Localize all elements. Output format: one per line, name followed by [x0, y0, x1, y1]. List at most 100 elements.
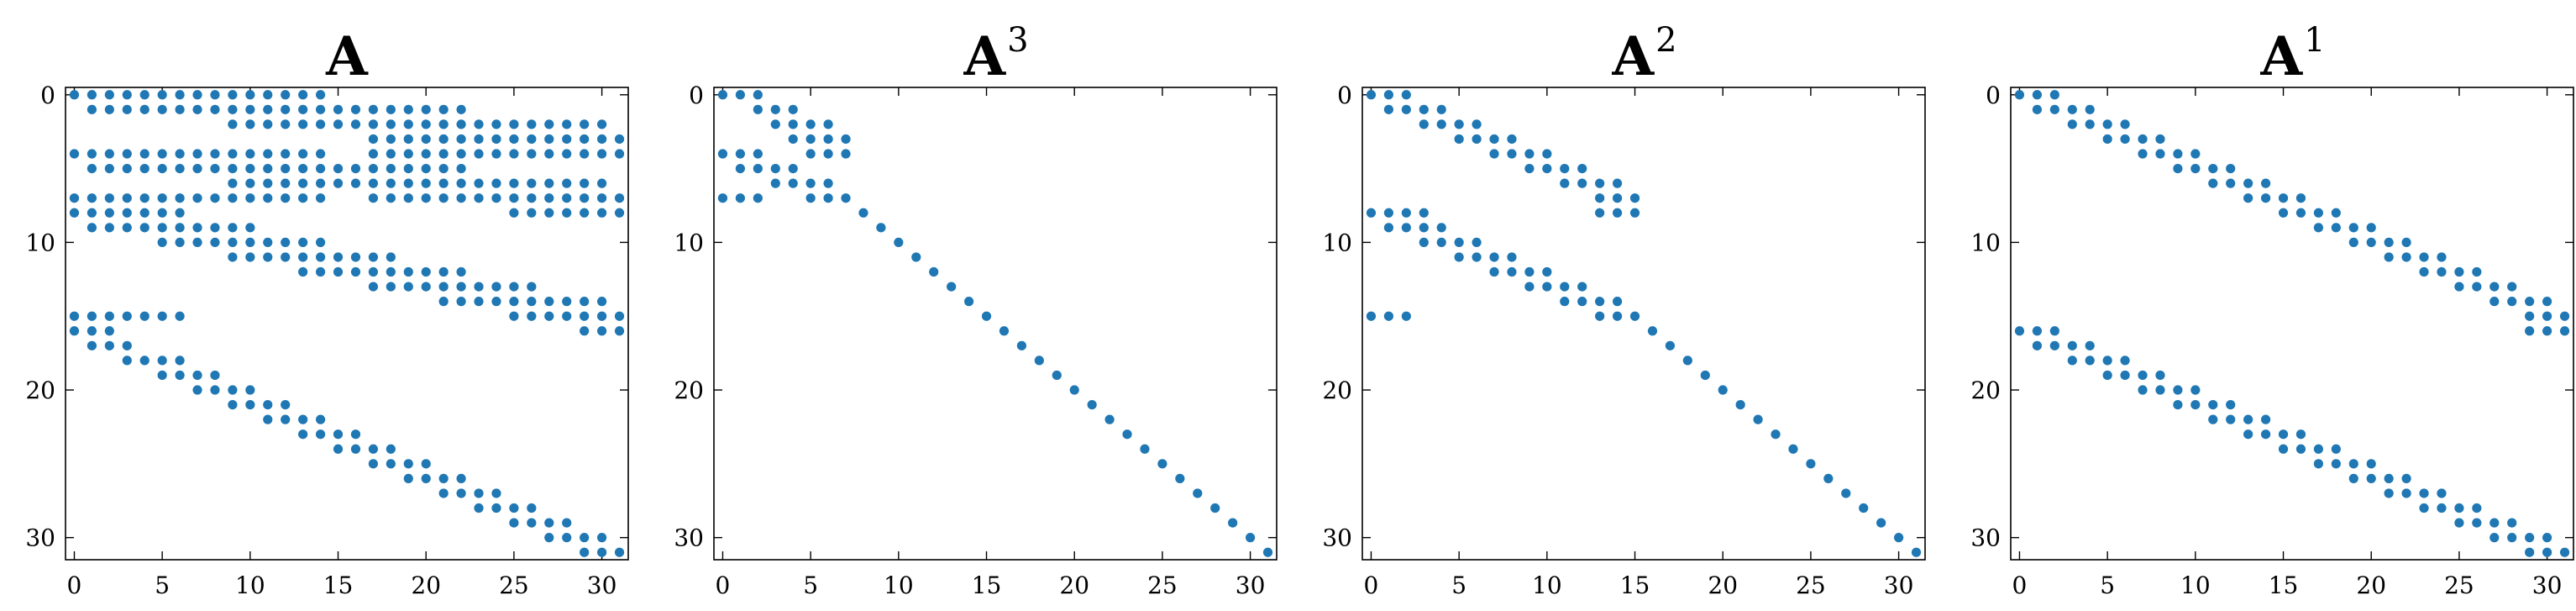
data-point [981, 311, 992, 321]
data-point [491, 282, 501, 292]
data-point [210, 370, 220, 381]
data-point [527, 297, 537, 307]
data-point [2525, 297, 2535, 307]
data-point [210, 385, 220, 395]
data-point [2032, 90, 2043, 100]
x-tick-label: 5 [1451, 571, 1466, 599]
data-point [87, 104, 97, 114]
data-point [580, 178, 590, 188]
data-point [438, 163, 449, 174]
data-point [333, 119, 344, 129]
data-point [456, 163, 466, 174]
data-point [596, 119, 607, 129]
data-point [210, 90, 220, 100]
x-tick-label: 5 [2100, 571, 2115, 599]
data-point [281, 178, 291, 188]
data-point [1052, 370, 1062, 381]
data-point [421, 119, 431, 129]
data-point [1859, 503, 1869, 514]
data-point [2437, 503, 2447, 514]
data-point [122, 104, 132, 114]
data-point [614, 326, 625, 336]
data-point [491, 503, 501, 514]
data-point [894, 237, 904, 248]
data-point [315, 266, 326, 277]
data-point [1542, 282, 1552, 292]
plot-a3: 0 5 10 15 20 25 30 0 10 20 30 [674, 82, 1278, 599]
data-point [2472, 518, 2482, 528]
data-point [2278, 429, 2289, 440]
data-point [122, 223, 132, 233]
data-point [2173, 149, 2183, 159]
data-point [386, 119, 396, 129]
plot-a2: 0 5 10 15 20 25 30 0 10 20 30 [1322, 82, 1926, 599]
data-point [2278, 444, 2289, 454]
data-point [2542, 547, 2552, 557]
data-point [368, 282, 379, 292]
data-point [368, 444, 379, 454]
data-point [2226, 414, 2236, 424]
data-point [368, 119, 379, 129]
data-point [403, 473, 413, 484]
data-point [2190, 385, 2201, 395]
data-point [2120, 370, 2130, 381]
data-point [1472, 134, 1482, 145]
data-point [1383, 311, 1394, 321]
data-point [2366, 223, 2376, 233]
data-point [805, 178, 816, 188]
data-point [1419, 208, 1429, 218]
data-point [386, 104, 396, 114]
x-tick-label: 15 [323, 571, 354, 599]
data-point [1647, 326, 1658, 336]
data-point [192, 149, 202, 159]
data-point [596, 297, 607, 307]
data-point [456, 266, 466, 277]
data-point [2085, 356, 2095, 366]
data-point [315, 414, 326, 424]
data-point [2278, 208, 2289, 218]
data-point [69, 311, 80, 321]
data-point [2085, 340, 2095, 350]
data-point [2032, 104, 2043, 114]
data-point [1122, 429, 1132, 440]
data-point [1210, 503, 1220, 514]
data-point [1366, 208, 1377, 218]
data-point [1612, 178, 1623, 188]
data-point [562, 518, 572, 528]
data-point [1560, 163, 1570, 174]
data-point [1893, 533, 1904, 543]
data-point [175, 356, 185, 366]
data-point [245, 237, 255, 248]
data-point [333, 104, 344, 114]
data-point [2507, 518, 2517, 528]
y-tick-label: 0 [689, 82, 704, 109]
data-point [263, 252, 273, 262]
data-point [2102, 119, 2112, 129]
data-point [192, 193, 202, 203]
data-point [1472, 252, 1482, 262]
data-point [1542, 163, 1552, 174]
data-point [527, 311, 537, 321]
data-point [2331, 444, 2341, 454]
data-point [2348, 459, 2358, 469]
data-point [315, 104, 326, 114]
data-point [2366, 473, 2376, 484]
data-point [228, 252, 238, 262]
data-point [298, 266, 308, 277]
data-point [350, 444, 361, 454]
data-point [509, 518, 519, 528]
data-point [104, 311, 114, 321]
data-point [2348, 237, 2358, 248]
data-point [210, 104, 220, 114]
data-point [139, 208, 150, 218]
data-point [350, 119, 361, 129]
data-point [562, 311, 572, 321]
data-point [1524, 282, 1535, 292]
data-point [333, 178, 344, 188]
data-point [1595, 311, 1605, 321]
data-point [368, 104, 379, 114]
data-point [122, 208, 132, 218]
data-point [2049, 104, 2059, 114]
data-point [263, 149, 273, 159]
